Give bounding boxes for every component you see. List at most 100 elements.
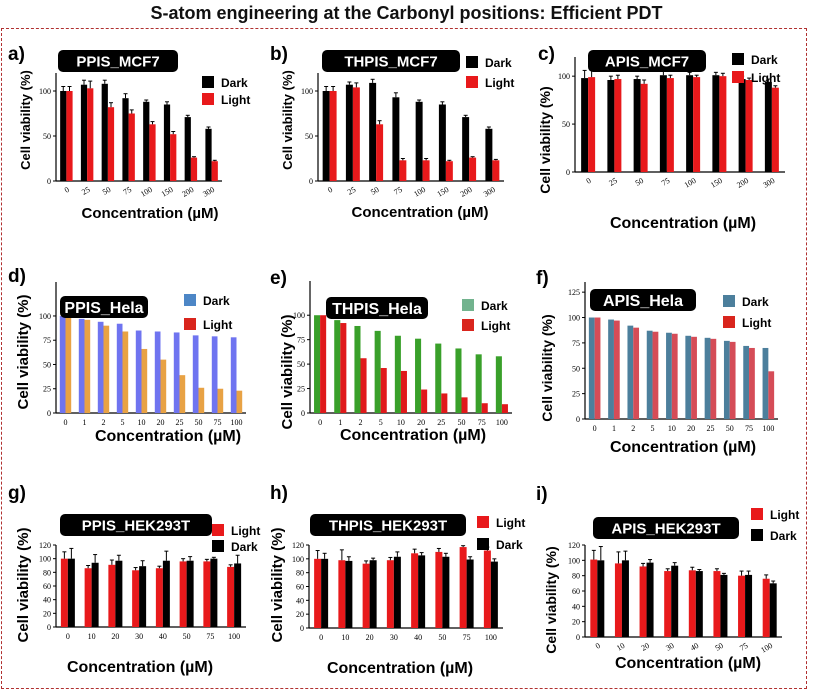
compound-name-box bbox=[310, 514, 466, 536]
bar-dark-300 bbox=[205, 128, 212, 181]
bar-light-20 bbox=[362, 563, 370, 628]
bar-dark-50 bbox=[369, 82, 377, 181]
bar-light-1 bbox=[84, 319, 91, 413]
bar-dark-50 bbox=[633, 79, 641, 172]
x-tick-label: 150 bbox=[709, 176, 724, 190]
y-tick-label: 125 bbox=[568, 288, 580, 297]
panel-letter: h) bbox=[270, 483, 288, 504]
x-tick-label: 50 bbox=[713, 641, 724, 653]
y-axis-label: Cell viability (%) bbox=[15, 527, 32, 642]
legend-label-light: Light bbox=[221, 93, 250, 107]
bar-dark-40 bbox=[695, 571, 703, 637]
x-axis-label: Concentration (µM) bbox=[327, 660, 473, 677]
bar-dark-25 bbox=[345, 84, 353, 181]
bar-light-75 bbox=[666, 78, 674, 172]
bar-light-0 bbox=[60, 558, 68, 627]
bar-light-100 bbox=[149, 124, 156, 181]
bar-light-25 bbox=[441, 393, 448, 413]
y-tick-label: 120 bbox=[292, 541, 304, 550]
y-axis-label: Cell viability (%) bbox=[269, 527, 286, 642]
bar-dark-20 bbox=[646, 562, 654, 637]
bar-dark-40 bbox=[162, 560, 170, 627]
compound-name: PPIS_MCF7 bbox=[76, 53, 159, 70]
y-tick-label: 0 bbox=[301, 409, 305, 418]
y-tick-label: 100 bbox=[301, 87, 313, 96]
compound-name-box bbox=[590, 289, 696, 311]
legend-swatch-dark bbox=[212, 540, 224, 552]
bar-light-100 bbox=[762, 578, 770, 637]
bar-dark-0 bbox=[597, 560, 605, 637]
bar-dark-100 bbox=[143, 101, 150, 181]
x-tick-label: 100 bbox=[496, 418, 508, 427]
bar-light-2 bbox=[633, 327, 640, 419]
bar-light-50 bbox=[376, 124, 384, 181]
bar-light-75 bbox=[738, 575, 746, 637]
bar-dark-100 bbox=[490, 561, 498, 628]
legend-label-light: Light bbox=[770, 508, 799, 522]
panel-letter: e) bbox=[270, 268, 287, 289]
bar-dark-50 bbox=[186, 560, 194, 627]
legend-label-dark: Dark bbox=[751, 53, 778, 67]
bar-dark-75 bbox=[466, 559, 474, 628]
bar-light-150 bbox=[445, 161, 453, 181]
x-tick-label: 50 bbox=[438, 633, 446, 642]
x-tick-label: 40 bbox=[689, 641, 700, 653]
panel-letter: f) bbox=[536, 268, 549, 289]
bar-dark-200 bbox=[462, 117, 470, 181]
chart-panel-c: c) 0 50 100 0 25 50 75 100 150 200 300 Cell viabilit… bbox=[537, 44, 785, 232]
panel-letter: a) bbox=[8, 44, 25, 65]
x-tick-label: 0 bbox=[66, 632, 70, 641]
x-tick-label: 20 bbox=[111, 632, 119, 641]
y-tick-label: 100 bbox=[293, 311, 305, 320]
bar-light-75 bbox=[459, 547, 467, 628]
bar-dark-75 bbox=[659, 75, 667, 172]
bar-light-20 bbox=[691, 336, 697, 419]
legend-swatch-light bbox=[723, 316, 735, 328]
y-tick-label: 60 bbox=[572, 587, 580, 596]
bar-light-50 bbox=[179, 561, 187, 627]
compound-name: THPIS_MCF7 bbox=[344, 53, 437, 70]
bar-dark-25 bbox=[435, 343, 442, 413]
y-tick-label: 20 bbox=[572, 618, 580, 627]
panel-letter: i) bbox=[536, 484, 548, 505]
bar-dark-150 bbox=[163, 104, 171, 181]
bar-light-10 bbox=[671, 333, 678, 419]
bar-light-10 bbox=[84, 568, 92, 627]
x-tick-label: 200 bbox=[459, 185, 474, 199]
x-tick-label: 50 bbox=[101, 185, 112, 197]
x-tick-label: 10 bbox=[341, 633, 349, 642]
y-tick-label: 50 bbox=[562, 120, 570, 129]
x-tick-label: 50 bbox=[183, 632, 191, 641]
y-tick-label: 120 bbox=[568, 541, 580, 550]
compound-name: THPIS_HEK293T bbox=[329, 517, 447, 534]
bar-light-5 bbox=[122, 331, 129, 413]
y-tick-label: 0 bbox=[576, 415, 580, 424]
bar-light-0 bbox=[594, 317, 601, 419]
legend-swatch-light bbox=[184, 318, 196, 330]
x-axis-label: Concentration (µM) bbox=[352, 204, 489, 221]
bar-dark-0 bbox=[67, 558, 75, 627]
bar-dark-0 bbox=[314, 315, 321, 413]
bar-light-50 bbox=[640, 83, 648, 172]
legend-label-light: Light bbox=[751, 71, 780, 85]
bar-light-75 bbox=[128, 113, 135, 181]
bar-dark-30 bbox=[393, 556, 401, 628]
x-tick-label: 75 bbox=[392, 185, 403, 197]
bar-light-0 bbox=[320, 315, 327, 413]
bar-light-5 bbox=[652, 331, 659, 419]
x-axis-label: Concentration (µM) bbox=[615, 655, 761, 672]
x-tick-label: 100 bbox=[228, 632, 240, 641]
x-tick-label: 1 bbox=[612, 424, 616, 433]
bar-dark-2 bbox=[354, 325, 361, 413]
bar-dark-150 bbox=[712, 75, 720, 172]
legend-swatch-light bbox=[751, 508, 763, 520]
x-tick-label: 30 bbox=[135, 632, 143, 641]
compound-name-box bbox=[588, 50, 706, 72]
bar-light-75 bbox=[217, 388, 224, 413]
y-tick-label: 40 bbox=[43, 596, 51, 605]
x-tick-label: 75 bbox=[745, 424, 753, 433]
legend-swatch-light bbox=[732, 71, 744, 83]
bar-dark-10 bbox=[666, 332, 672, 419]
y-tick-label: 50 bbox=[305, 132, 313, 141]
